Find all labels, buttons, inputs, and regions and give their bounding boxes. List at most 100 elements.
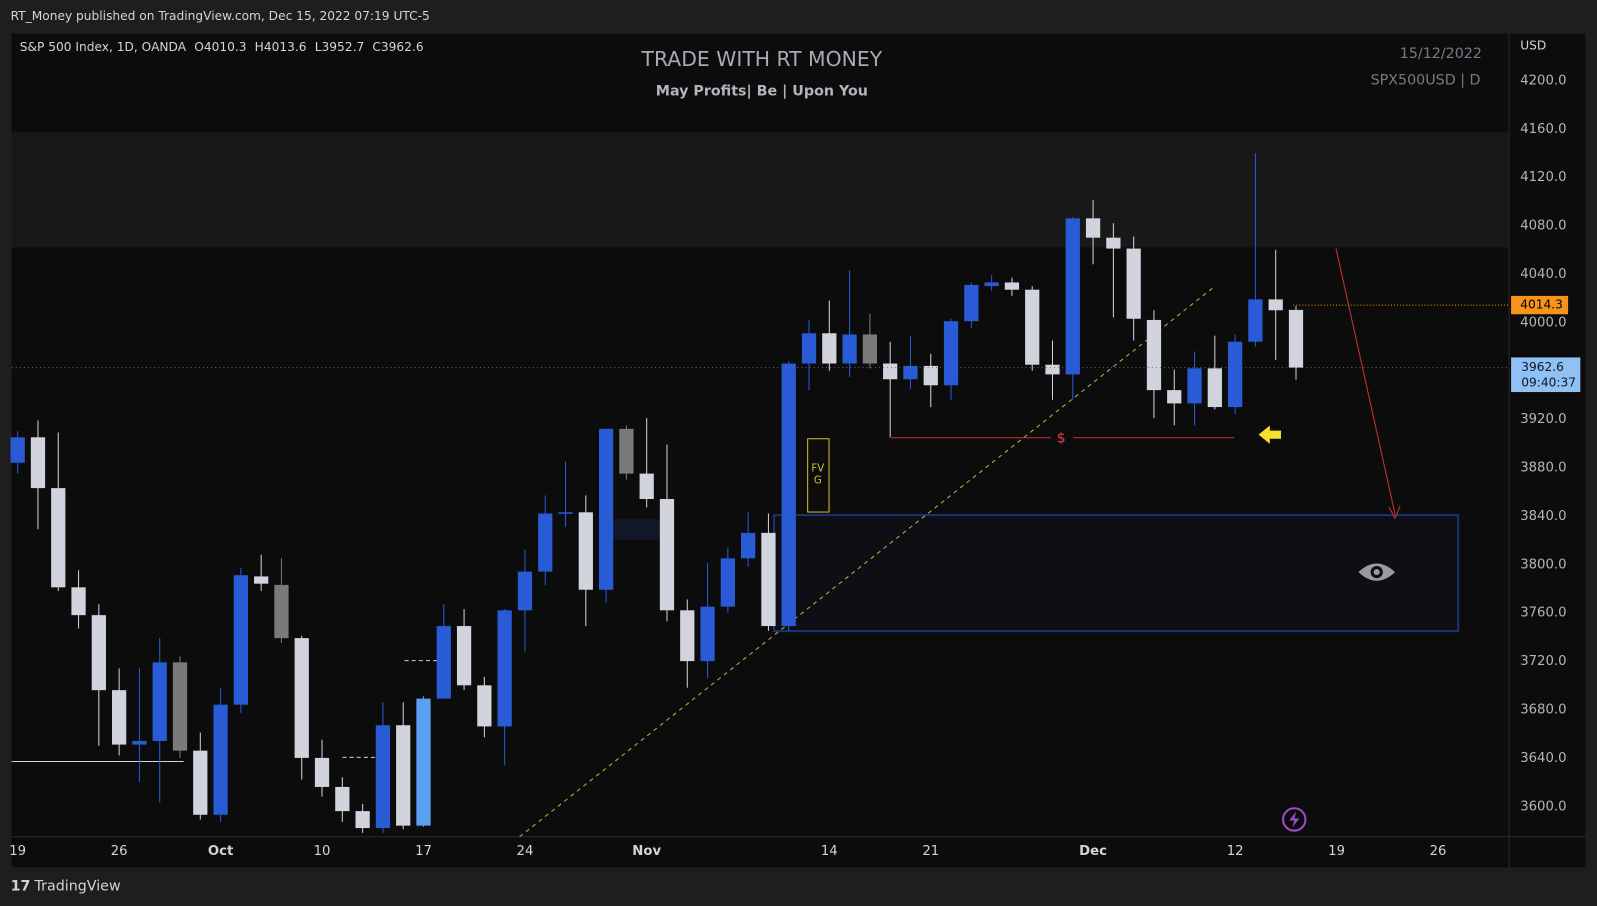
candle-body: [193, 750, 208, 815]
candle-body: [112, 690, 127, 745]
ohlc-letter: H: [255, 39, 264, 53]
candle-body: [598, 428, 614, 590]
candle-body: [1288, 309, 1304, 368]
candle-body: [1227, 341, 1243, 408]
demand-box: [773, 514, 1460, 633]
fvg-label: G: [814, 475, 822, 486]
currency-label: USD: [1520, 38, 1546, 52]
y-tick-label: 4200.0: [1520, 73, 1566, 88]
ohlc-value: 4013.6: [264, 39, 307, 53]
candle-body: [396, 725, 411, 826]
candle-body: [964, 284, 979, 322]
candle-body: [456, 626, 472, 686]
candle-body: [862, 334, 878, 364]
liquidity-label: $: [1057, 431, 1066, 447]
fvg-box: [807, 438, 830, 513]
candle-body: [477, 685, 492, 727]
candle-body: [517, 571, 533, 611]
y-tick-label: 3800.0: [1520, 557, 1566, 572]
x-tick-label: 21: [922, 844, 939, 859]
candle-body: [274, 584, 289, 639]
candle-body: [984, 282, 999, 287]
lightning-icon: [1282, 807, 1307, 832]
candle-body: [801, 333, 817, 364]
candle-body: [923, 365, 938, 386]
candle-body: [1025, 289, 1040, 365]
x-tick-label: 19: [9, 844, 26, 859]
supply-zone: [11, 132, 1510, 248]
date-label: 15/12/2022: [1400, 46, 1482, 62]
y-tick-label: 4160.0: [1520, 122, 1566, 137]
chart-subtitle: May Profits| Be | Upon You: [656, 84, 868, 100]
candle-body: [233, 575, 249, 705]
y-tick-label: 4080.0: [1520, 219, 1566, 234]
ohlc-letter: O: [194, 39, 204, 53]
y-tick-label: 3920.0: [1520, 412, 1566, 427]
candle-body: [335, 786, 350, 812]
candle-body: [1187, 368, 1202, 404]
candle-body: [1268, 299, 1283, 311]
candle-body: [71, 587, 86, 616]
countdown-label: 09:40:37: [1521, 375, 1576, 389]
candle-body: [375, 725, 391, 829]
y-tick-label: 4000.0: [1520, 315, 1566, 330]
fvg-label: FV: [811, 463, 824, 474]
price-label: 4014.3: [1520, 298, 1563, 312]
x-tick-label: Dec: [1079, 844, 1107, 859]
candle-body: [51, 488, 66, 588]
candle-body: [1207, 368, 1222, 408]
y-tick-label: 3720.0: [1520, 654, 1566, 669]
candle-body: [1126, 248, 1141, 319]
candle-body: [1146, 319, 1162, 391]
y-tick-label: 3640.0: [1520, 751, 1566, 766]
y-tick-label: 3880.0: [1520, 461, 1566, 476]
price-label-bg: [1511, 295, 1569, 315]
candle-body: [254, 576, 269, 584]
candle-body: [558, 512, 573, 514]
candle-body: [578, 512, 593, 590]
candle-body: [822, 333, 837, 364]
candle-body: [10, 437, 25, 463]
candle-body: [497, 610, 512, 727]
y-tick-label: 3680.0: [1520, 703, 1566, 718]
ticker-label: SPX500USD | D: [1371, 72, 1481, 88]
candle-body: [436, 626, 451, 699]
candle-body: [1167, 390, 1182, 404]
candle-body: [1248, 299, 1263, 342]
ohlc-value: 3962.6: [381, 39, 424, 53]
candle-body: [91, 615, 106, 691]
footer-brand: 17 TradingView: [11, 879, 121, 895]
x-tick-label: 17: [415, 844, 432, 859]
candle-body: [294, 638, 309, 758]
publish-header: RT_Money published on TradingView.com, D…: [11, 9, 430, 23]
candle-body: [761, 532, 776, 627]
legend: S&P 500 Index, 1D, OANDA O4010.3 H4013.6 L3…: [20, 39, 424, 53]
candle-body: [883, 363, 898, 380]
candle-body: [943, 321, 959, 386]
candle-body: [355, 811, 370, 829]
eye-icon: [1358, 563, 1396, 581]
candle-body: [1106, 237, 1121, 249]
candle-body: [152, 662, 167, 741]
candle-body: [720, 558, 735, 607]
yellow-arrow: [1258, 425, 1282, 444]
last-price-bg: [1511, 357, 1581, 393]
candle-body: [1045, 364, 1060, 375]
symbol: S&P 500 Index, 1D, OANDA: [20, 39, 187, 53]
candle-body: [659, 499, 675, 611]
ohlc-value: 4010.3: [204, 39, 247, 53]
candle-body: [903, 365, 918, 380]
ohlc-letter: C: [372, 39, 381, 53]
last-price-label: 3962.6: [1521, 360, 1564, 374]
candle-body: [1065, 218, 1080, 375]
candle-body: [741, 532, 756, 559]
logo: 17: [11, 879, 31, 895]
brand: TradingView: [34, 879, 121, 895]
trend-line: [519, 286, 1215, 838]
small-zone: [611, 519, 661, 540]
x-tick-label: 12: [1227, 844, 1244, 859]
candle-body: [700, 606, 715, 662]
candles: [10, 153, 1304, 833]
x-tick-label: 10: [314, 844, 331, 859]
